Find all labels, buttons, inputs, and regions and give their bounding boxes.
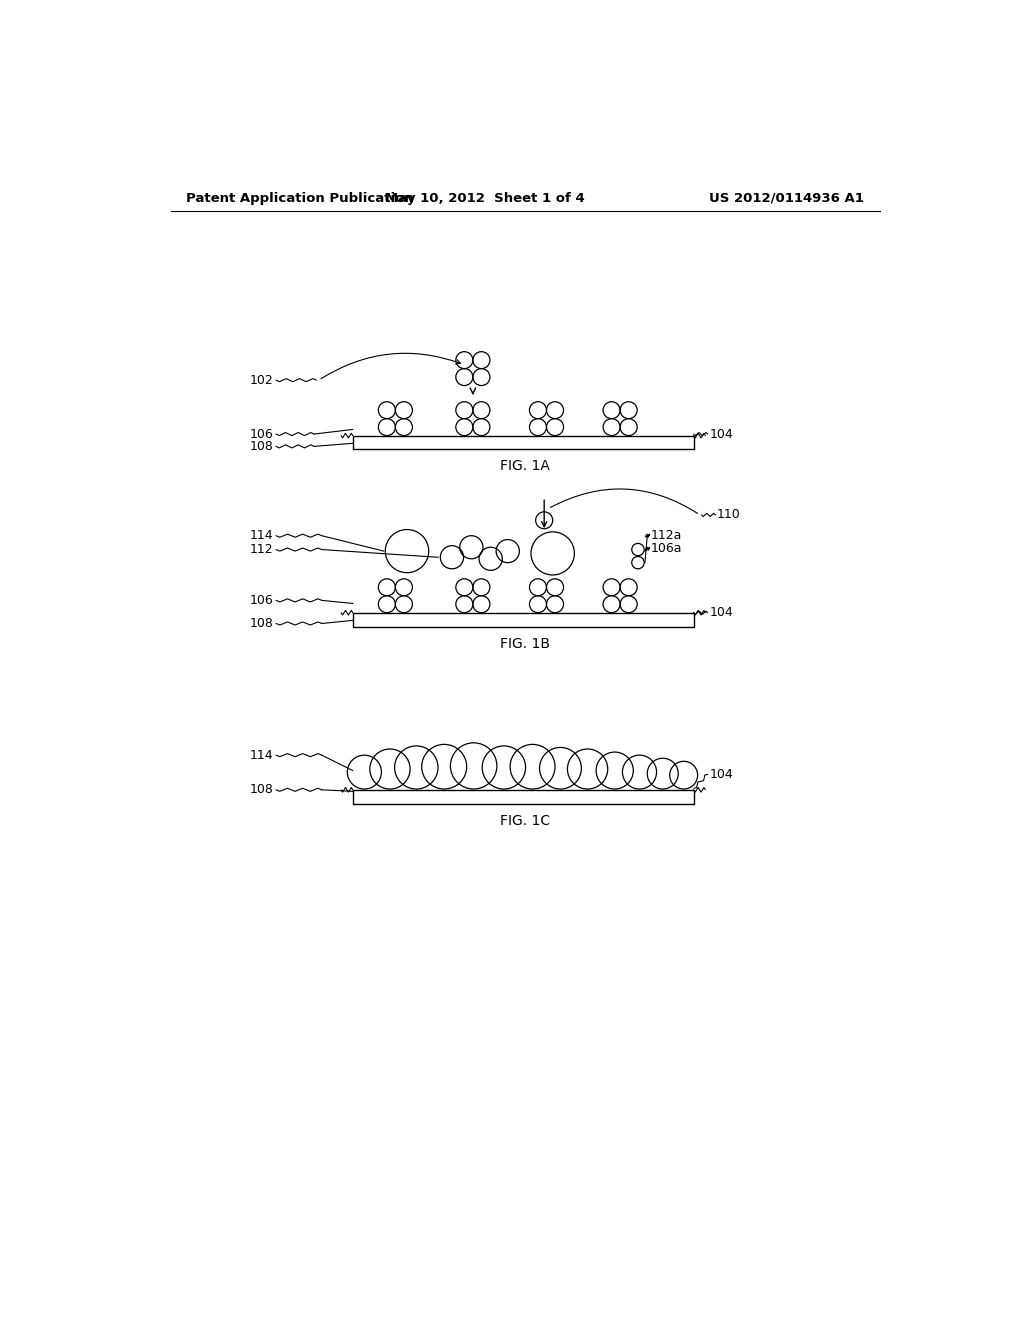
Text: 104: 104 bbox=[710, 428, 733, 441]
Bar bbox=[352, 789, 693, 804]
Text: FIG. 1C: FIG. 1C bbox=[500, 813, 550, 828]
Text: May 10, 2012  Sheet 1 of 4: May 10, 2012 Sheet 1 of 4 bbox=[385, 191, 585, 205]
Text: 106: 106 bbox=[250, 594, 273, 607]
Text: 112: 112 bbox=[250, 543, 273, 556]
Text: 108: 108 bbox=[250, 616, 273, 630]
Text: 108: 108 bbox=[250, 783, 273, 796]
Text: 110: 110 bbox=[717, 508, 740, 521]
Text: US 2012/0114936 A1: US 2012/0114936 A1 bbox=[710, 191, 864, 205]
Text: 106: 106 bbox=[250, 428, 273, 441]
Text: FIG. 1B: FIG. 1B bbox=[500, 636, 550, 651]
Text: 104: 104 bbox=[710, 606, 733, 619]
FancyArrowPatch shape bbox=[321, 354, 461, 379]
FancyArrowPatch shape bbox=[551, 488, 697, 513]
Text: FIG. 1A: FIG. 1A bbox=[500, 459, 550, 474]
Text: 108: 108 bbox=[250, 440, 273, 453]
Bar bbox=[352, 612, 693, 627]
Bar bbox=[352, 436, 693, 450]
Text: 112a: 112a bbox=[651, 529, 683, 543]
Text: 104: 104 bbox=[710, 768, 733, 781]
Text: 106a: 106a bbox=[651, 543, 683, 556]
Text: Patent Application Publication: Patent Application Publication bbox=[186, 191, 414, 205]
Text: 102: 102 bbox=[250, 374, 273, 387]
Text: 114: 114 bbox=[250, 748, 273, 762]
Text: 114: 114 bbox=[250, 529, 273, 543]
